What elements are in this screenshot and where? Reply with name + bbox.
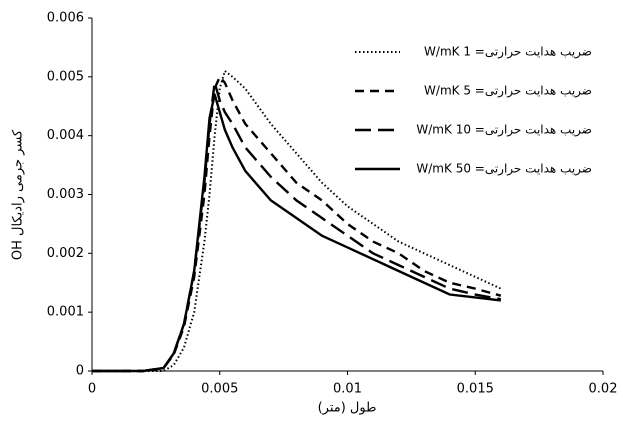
legend-label: ضریب هدایت حرارتی= 5 W/mK <box>424 84 592 99</box>
x-tick-label: 0.01 <box>333 382 362 397</box>
y-tick-label: 0.004 <box>47 128 84 143</box>
y-tick-label: 0.006 <box>47 11 84 26</box>
x-tick-label: 0 <box>88 382 96 397</box>
legend-label: ضریب هدایت حرارتی= 50 W/mK <box>416 162 592 177</box>
series-line <box>92 69 502 372</box>
legend-label: ضریب هدایت حرارتی= 1 W/mK <box>424 45 592 60</box>
y-tick-label: 0 <box>76 364 84 379</box>
y-axis-label: کسر جرمی رادیکال OH <box>11 129 26 260</box>
y-tick-label: 0.003 <box>47 187 84 202</box>
y-tick-label: 0.005 <box>47 69 84 84</box>
x-tick-label: 0.005 <box>201 382 238 397</box>
y-tick-label: 0.001 <box>47 305 84 320</box>
x-axis-label: طول (متر) <box>318 401 377 416</box>
x-tick-label: 0.015 <box>457 382 494 397</box>
y-tick-label: 0.002 <box>47 246 84 261</box>
series-line <box>92 94 501 373</box>
legend-label: ضریب هدایت حرارتی= 10 W/mK <box>416 123 592 138</box>
x-tick-label: 0.02 <box>589 382 618 397</box>
